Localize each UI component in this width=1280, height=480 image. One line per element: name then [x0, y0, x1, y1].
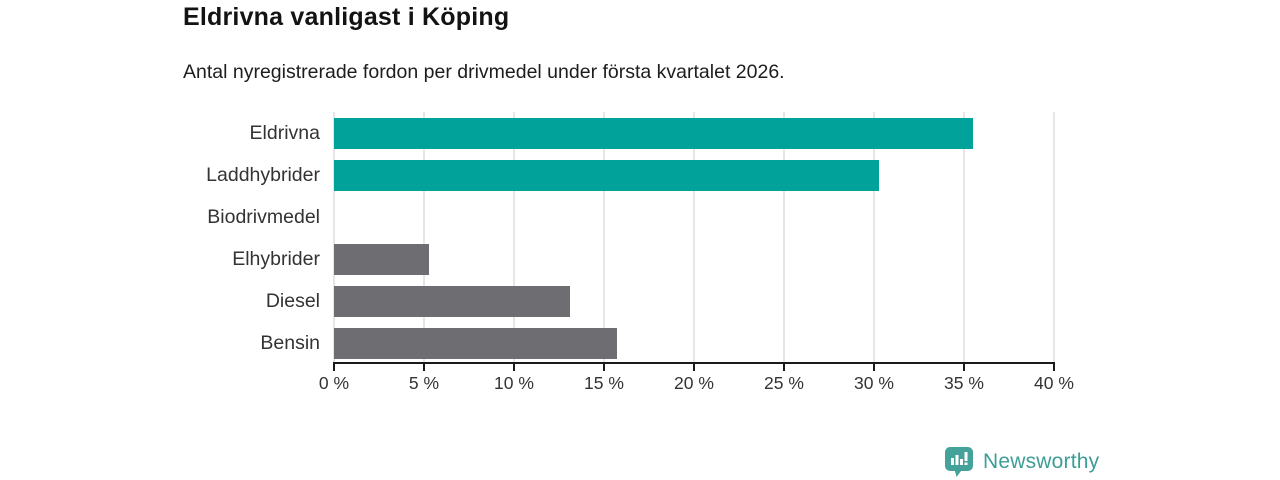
plot-area — [333, 112, 1055, 364]
x-tick-label-10: 10 % — [494, 373, 534, 393]
bar-diesel — [334, 286, 570, 317]
gridline-25 — [783, 112, 785, 363]
x-tick-15 — [603, 364, 605, 371]
category-label-diesel: Diesel — [265, 290, 320, 312]
x-tick-40 — [1053, 364, 1055, 371]
gridline-0 — [333, 112, 335, 363]
bar-eldrivna — [334, 118, 973, 149]
x-tick-35 — [963, 364, 965, 371]
category-label-eldrivna: Eldrivna — [249, 122, 320, 144]
gridline-5 — [423, 112, 425, 363]
gridline-35 — [963, 112, 965, 363]
newsworthy-logo: Newsworthy — [944, 446, 1099, 478]
gridline-30 — [873, 112, 875, 363]
bar-elhybrider — [334, 244, 430, 275]
x-tick-label-40: 40 % — [1034, 373, 1074, 393]
x-tick-5 — [423, 364, 425, 371]
gridline-10 — [513, 112, 515, 363]
category-axis: Eldrivna Laddhybrider Biodrivmedel Elhybrid… — [0, 112, 320, 364]
x-tick-20 — [693, 364, 695, 371]
x-tick-label-25: 25 % — [764, 373, 804, 393]
x-tick-label-30: 30 % — [854, 373, 894, 393]
gridline-20 — [693, 112, 695, 363]
x-tick-25 — [783, 364, 785, 371]
x-tick-0 — [333, 364, 335, 371]
category-label-elhybrider: Elhybrider — [232, 248, 320, 270]
x-tick-label-20: 20 % — [674, 373, 714, 393]
x-tick-label-35: 35 % — [944, 373, 984, 393]
x-tick-label-15: 15 % — [584, 373, 624, 393]
x-tick-30 — [873, 364, 875, 371]
bar-bensin — [334, 328, 617, 359]
category-label-laddhybrider: Laddhybrider — [206, 164, 320, 186]
x-axis-line — [333, 362, 1055, 364]
category-label-bensin: Bensin — [260, 332, 320, 354]
gridline-15 — [603, 112, 605, 363]
bar-laddhybrider — [334, 160, 880, 191]
chart-title: Eldrivna vanligast i Köping — [183, 3, 510, 31]
category-label-biodrivmedel: Biodrivmedel — [207, 206, 320, 228]
gridline-40 — [1053, 112, 1055, 363]
x-tick-label-0: 0 % — [318, 373, 350, 393]
newsworthy-bar-chart-bubble-icon — [944, 446, 974, 478]
x-tick-label-5: 5 % — [408, 373, 440, 393]
chart-subtitle: Antal nyregistrerade fordon per drivmede… — [183, 61, 785, 83]
newsworthy-logo-text: Newsworthy — [983, 450, 1100, 473]
x-tick-10 — [513, 364, 515, 371]
